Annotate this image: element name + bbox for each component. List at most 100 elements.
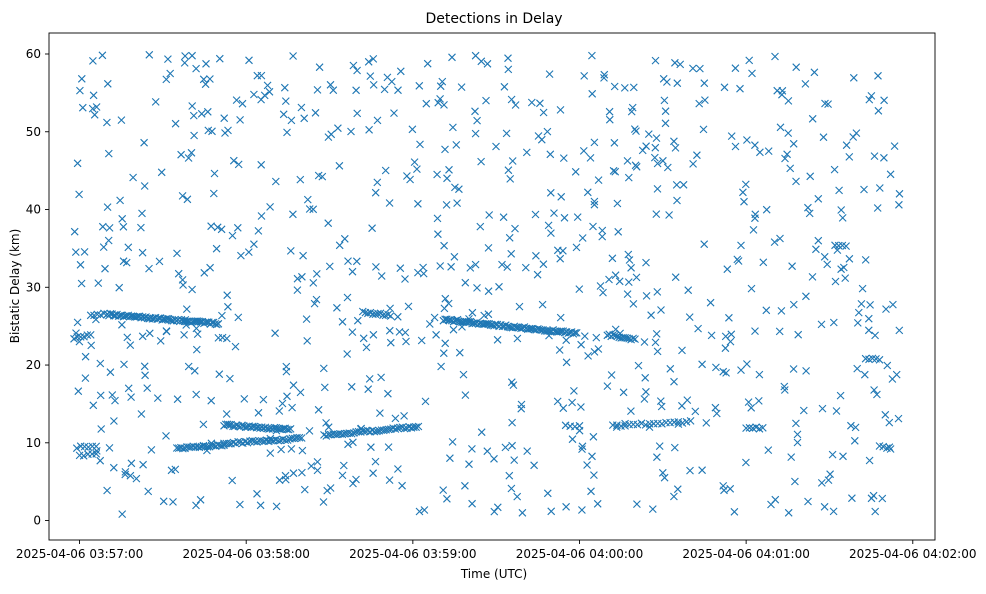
- data-point: [698, 360, 706, 369]
- data-point: [144, 487, 153, 496]
- data-point: [788, 262, 796, 271]
- data-point: [507, 378, 516, 387]
- y-tick-label: 0: [33, 514, 41, 528]
- data-point: [653, 347, 662, 356]
- data-point: [433, 214, 442, 223]
- data-point: [685, 313, 694, 321]
- data-point: [792, 419, 800, 428]
- data-point: [386, 312, 395, 320]
- data-point: [480, 311, 489, 320]
- data-point: [589, 432, 598, 441]
- data-point: [521, 263, 530, 272]
- data-point: [228, 476, 237, 485]
- data-point: [103, 118, 111, 127]
- data-point: [771, 52, 779, 61]
- data-point: [747, 403, 756, 412]
- data-point: [499, 213, 508, 222]
- data-point: [781, 154, 789, 163]
- data-point: [393, 312, 402, 321]
- data-point: [274, 436, 283, 445]
- data-point: [371, 188, 380, 197]
- data-point: [248, 436, 257, 445]
- data-point: [309, 205, 318, 214]
- data-point: [359, 334, 368, 343]
- data-point: [192, 64, 200, 73]
- data-point: [504, 54, 512, 63]
- data-point: [701, 96, 709, 104]
- data-point: [792, 177, 800, 186]
- data-point: [861, 256, 870, 264]
- data-point: [347, 127, 355, 136]
- data-point: [556, 106, 565, 114]
- data-point: [364, 385, 373, 394]
- data-point: [611, 331, 620, 340]
- data-point: [263, 81, 272, 90]
- data-point: [89, 91, 98, 100]
- data-point: [173, 249, 181, 258]
- data-point: [648, 505, 657, 513]
- data-point: [298, 272, 306, 281]
- data-point: [835, 186, 843, 195]
- data-point: [590, 471, 598, 479]
- data-point: [103, 79, 112, 88]
- data-point: [789, 365, 798, 373]
- data-point: [590, 348, 599, 356]
- data-point: [73, 333, 82, 341]
- data-point: [751, 214, 759, 223]
- data-point: [880, 153, 888, 162]
- data-point: [387, 77, 396, 86]
- data-point: [490, 454, 498, 463]
- data-point: [793, 438, 802, 447]
- data-point: [432, 330, 440, 339]
- data-point: [842, 141, 851, 150]
- y-axis-label: Bistatic Delay (km): [8, 229, 22, 344]
- data-point: [281, 97, 290, 105]
- data-point: [531, 210, 540, 219]
- data-point: [838, 214, 847, 222]
- data-point: [561, 421, 570, 430]
- data-point: [689, 160, 697, 168]
- data-point: [748, 69, 756, 78]
- data-point: [298, 468, 306, 477]
- data-point: [190, 131, 198, 140]
- data-point: [89, 57, 97, 65]
- data-point: [145, 264, 153, 273]
- data-point: [87, 341, 96, 350]
- data-point: [670, 443, 679, 452]
- data-point: [376, 409, 384, 417]
- data-point: [730, 507, 739, 516]
- data-point: [673, 196, 681, 205]
- data-point: [720, 83, 729, 92]
- data-point: [627, 407, 635, 415]
- data-point: [325, 262, 334, 271]
- data-point: [501, 443, 510, 452]
- data-point: [507, 484, 516, 493]
- data-point: [352, 475, 360, 484]
- data-point: [396, 67, 405, 76]
- data-point: [490, 507, 499, 516]
- data-point: [288, 403, 296, 412]
- data-point: [279, 110, 288, 119]
- data-point: [111, 396, 119, 405]
- data-point: [808, 114, 817, 123]
- data-point: [437, 362, 445, 371]
- data-point: [653, 159, 662, 168]
- data-point: [477, 157, 485, 166]
- data-point: [250, 240, 258, 249]
- data-point: [577, 403, 585, 411]
- data-point: [303, 195, 312, 204]
- data-point: [223, 291, 232, 300]
- data-point: [445, 165, 453, 174]
- data-point: [837, 265, 845, 274]
- data-point: [885, 418, 894, 427]
- data-point: [222, 334, 231, 343]
- data-point: [784, 129, 793, 137]
- data-point: [396, 264, 405, 273]
- data-point: [210, 169, 219, 178]
- data-point: [744, 398, 753, 406]
- data-point: [651, 338, 660, 347]
- data-point: [533, 270, 542, 279]
- data-point: [836, 391, 845, 400]
